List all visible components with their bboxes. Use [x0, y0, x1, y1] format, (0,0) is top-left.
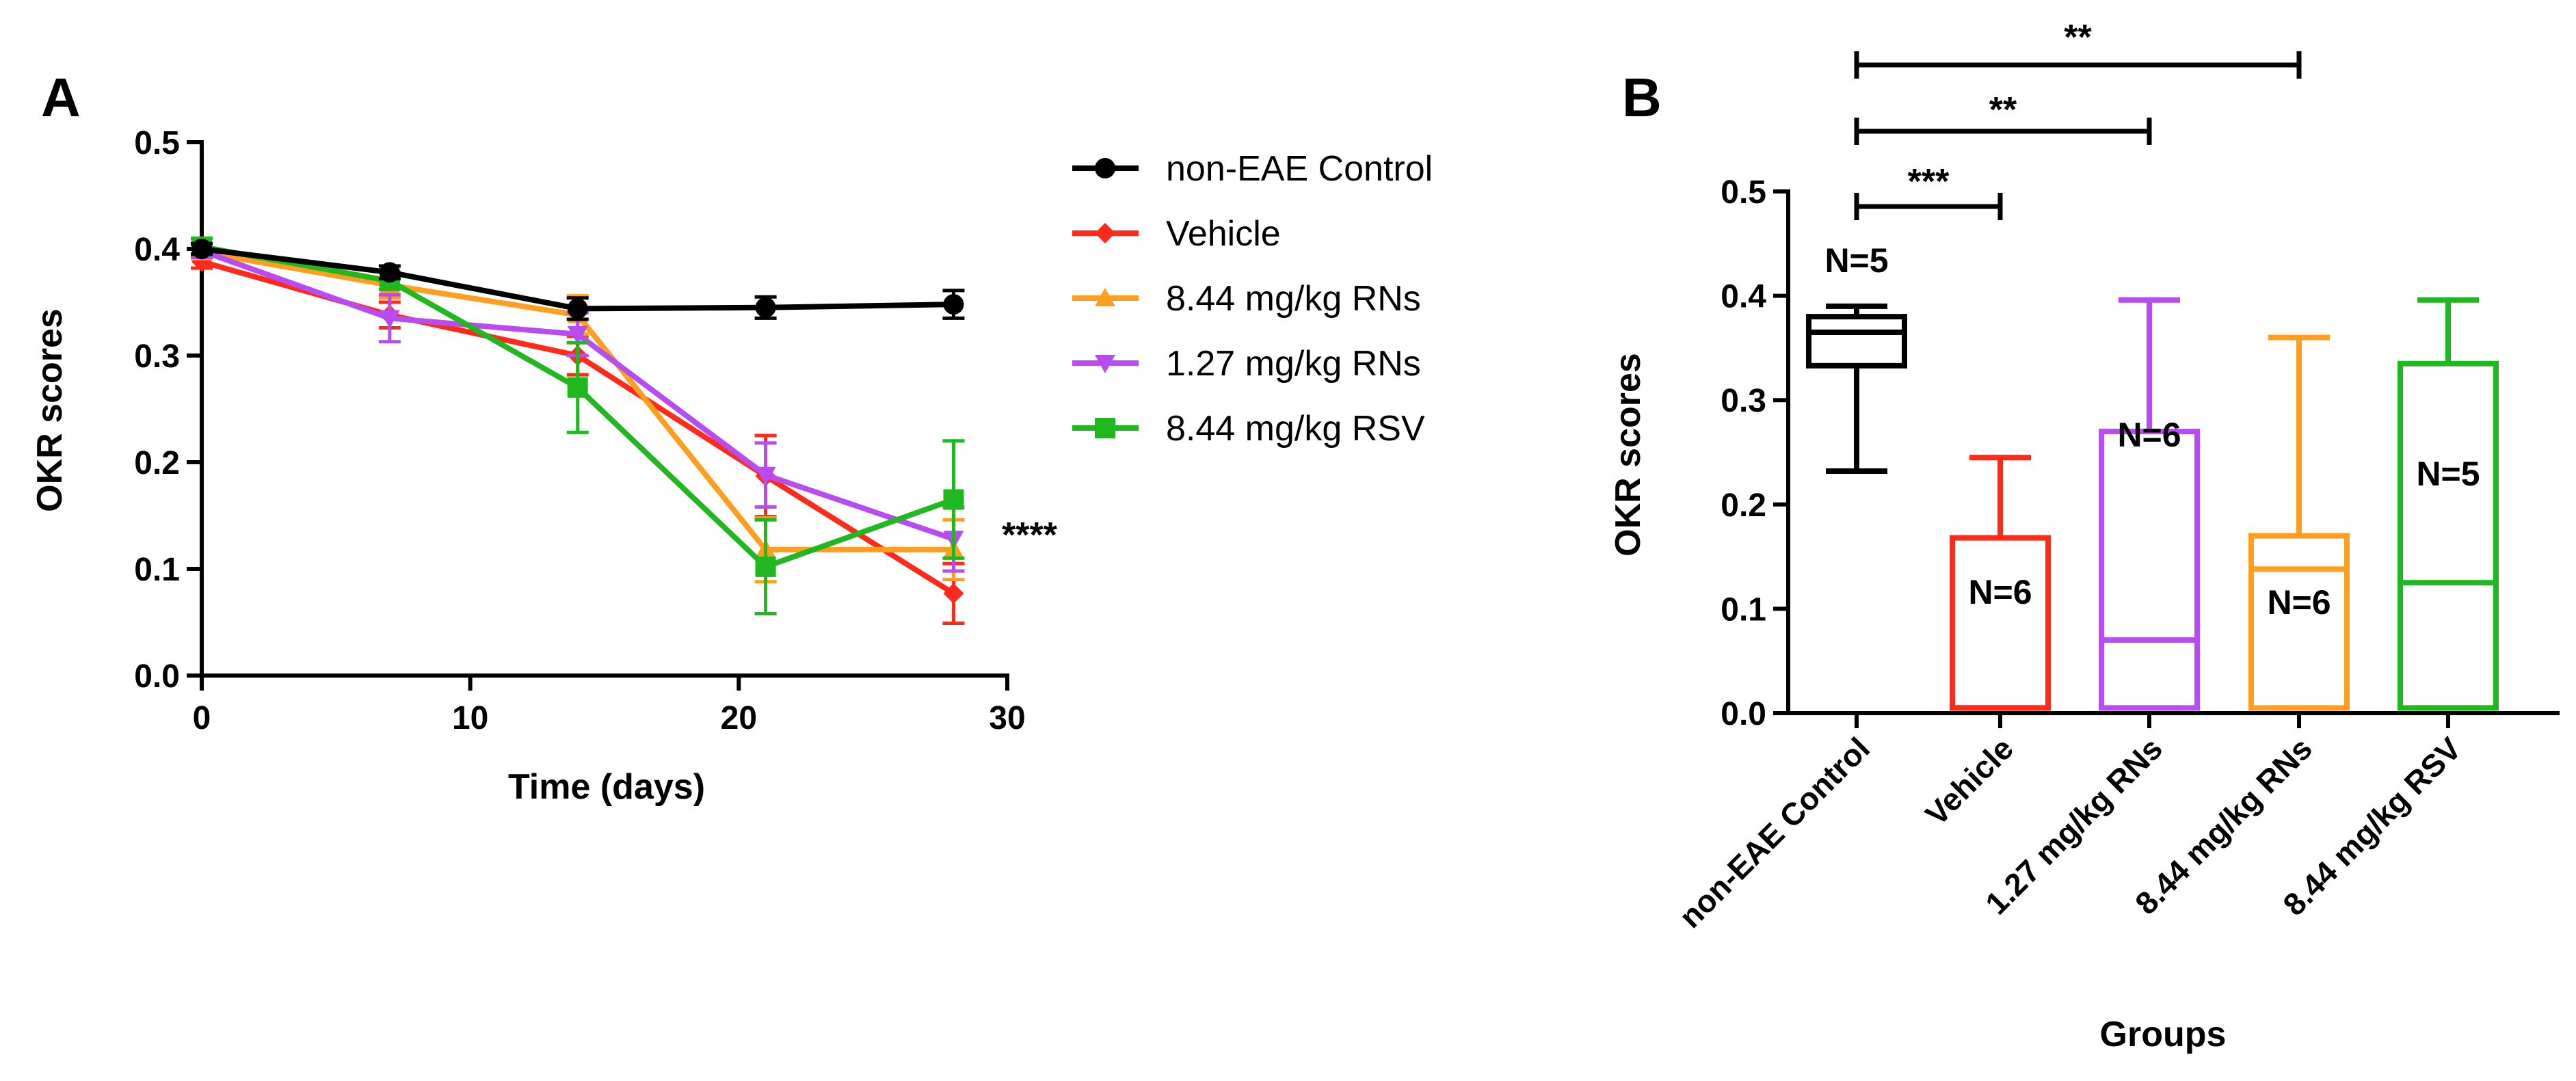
panel-b-n-label: N=6: [2267, 583, 2331, 622]
legend-entry-label: 1.27 mg/kg RNs: [1166, 344, 1421, 384]
panel-b-y-tick-label: 0.4: [1721, 279, 1766, 315]
data-point: [755, 297, 776, 318]
box: [2248, 533, 2350, 711]
legend-entry-label: non-EAE Control: [1166, 149, 1433, 189]
legend-swatch-marker: [1095, 223, 1115, 243]
panel-a-y-tick-label: 0.3: [134, 338, 180, 375]
data-point: [943, 294, 964, 315]
panel-b-y-axis-title: OKR scores: [1608, 353, 1648, 557]
panel-a-y-tick-label: 0.1: [134, 552, 180, 588]
data-point: [567, 325, 588, 345]
box: [2398, 360, 2499, 711]
panel-b-box-vehicle: Vehicle: [1918, 455, 2051, 832]
panel-b-y-tick-label: 0.2: [1721, 488, 1766, 524]
x-category-label: Vehicle: [1918, 730, 2020, 832]
panel-b-y-tick-label: 0.5: [1721, 174, 1766, 211]
panel-a-x-tick-label: 20: [721, 700, 757, 736]
legend-swatch-marker: [1095, 418, 1115, 438]
bracket-label: **: [1989, 90, 2017, 130]
panel-b-x-axis-title: Groups: [2100, 1015, 2227, 1054]
panel-b-y-tick-label: 0.3: [1721, 383, 1766, 419]
bracket-label: **: [2064, 18, 2092, 57]
legend-entry-label: Vehicle: [1166, 214, 1281, 254]
panel-a-x-tick-label: 10: [452, 700, 488, 736]
panel-b-significance-bracket: ***: [1854, 162, 2003, 220]
panel-b-n-label: N=5: [2416, 455, 2480, 493]
panel-a-line-chart: 0.0 0.1 0.2 0.3 0.4 0.5 0 10 20 30 non-EAE Control…: [134, 125, 1433, 736]
panel-a-significance-label: ****: [1002, 516, 1058, 555]
data-point: [755, 466, 776, 485]
panel-b-label: B: [1622, 67, 1662, 128]
data-point: [943, 583, 964, 604]
panel-b-box-plot: 0.0 0.1 0.2 0.3 0.4 0.5 non-EAE Control Vehicle…: [1672, 18, 2560, 935]
panel-a-y-axis-title: OKR scores: [30, 308, 70, 512]
data-point: [379, 310, 400, 329]
data-point: [379, 262, 400, 283]
panel-a-legend: non-EAE Control Vehicle 8.44 mg/kg RNs 1.27…: [1072, 149, 1433, 449]
data-point: [755, 556, 776, 577]
data-point: [567, 298, 588, 319]
panel-b-n-label: N=6: [1968, 573, 2032, 611]
panel-a-series-non-eae-control: [191, 239, 965, 321]
box: [1950, 535, 2051, 711]
panel-b-y-tick-label: 0.1: [1721, 591, 1766, 628]
bracket-label: ***: [1908, 162, 1950, 202]
data-point: [191, 239, 212, 259]
panel-a-y-tick-label: 0.0: [134, 658, 180, 695]
data-point: [943, 489, 964, 510]
legend-entry-label: 8.44 mg/kg RNs: [1166, 279, 1421, 319]
legend-entry-label: 8.44 mg/kg RSV: [1166, 409, 1425, 449]
box: [2099, 428, 2200, 711]
legend-swatch-marker: [1095, 288, 1115, 306]
panel-a-y-tick-label: 0.4: [134, 232, 180, 268]
x-category-label: non-EAE Control: [1672, 730, 1876, 935]
panel-b-y-tick-label: 0.0: [1721, 696, 1766, 732]
panel-a-y-tick-label: 0.5: [134, 125, 180, 161]
panel-a-x-tick-label: 0: [193, 700, 211, 736]
panel-a-y-tick-label: 0.2: [134, 445, 180, 481]
panel-a-label: A: [41, 67, 81, 128]
panel-b-significance-bracket: **: [1854, 90, 2152, 145]
data-point: [567, 377, 588, 398]
legend-swatch-marker: [1095, 158, 1115, 178]
panel-a-x-axis-title: Time (days): [508, 767, 705, 807]
box: [1806, 314, 1907, 369]
legend-swatch-marker: [1095, 355, 1115, 373]
panel-a-x-tick-label: 30: [989, 700, 1025, 736]
panel-b-n-label: N=6: [2117, 416, 2181, 454]
panel-b-n-label: N=5: [1824, 241, 1888, 280]
panel-b-significance-bracket: **: [1854, 18, 2302, 79]
